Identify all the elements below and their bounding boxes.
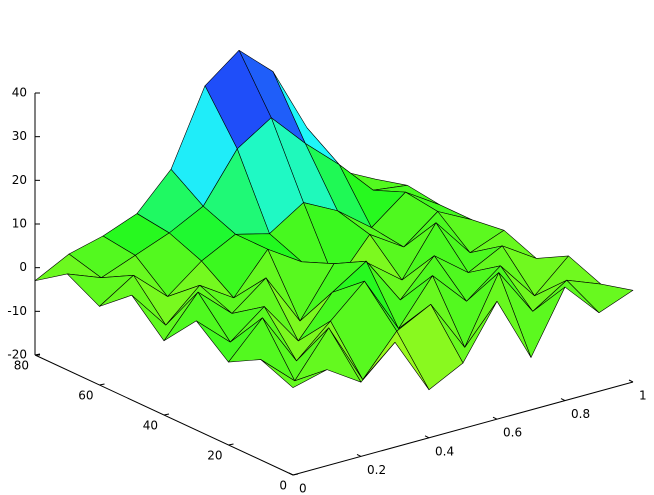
y-tick-label: 0 xyxy=(279,479,287,493)
y-tick xyxy=(163,413,170,416)
surface-patch xyxy=(566,279,634,314)
x-tick xyxy=(288,472,294,476)
z-tick-label: 10 xyxy=(12,217,27,231)
z-tick-label: 0 xyxy=(19,260,27,274)
z-tick-label: -10 xyxy=(7,304,27,318)
y-tick-label: 20 xyxy=(207,449,222,463)
z-tick-label: 20 xyxy=(12,173,27,187)
y-tick-label: 40 xyxy=(143,419,158,433)
x-tick-label: 1 xyxy=(639,389,647,403)
x-tick-label: 0.6 xyxy=(503,426,522,440)
x-tick-label: 0.8 xyxy=(571,407,590,421)
y-tick xyxy=(228,443,234,446)
x-tick xyxy=(424,435,430,439)
x-axis xyxy=(292,381,634,476)
x-tick xyxy=(356,453,362,457)
x-tick xyxy=(492,416,498,420)
z-tick-label: 30 xyxy=(12,129,27,143)
y-tick-label: 80 xyxy=(14,359,29,373)
x-tick xyxy=(628,379,634,383)
x-tick-label: 0.4 xyxy=(435,444,454,458)
x-tick xyxy=(560,398,566,402)
x-tick-label: 0.2 xyxy=(367,463,386,477)
y-tick xyxy=(99,383,105,386)
z-tick-label: 40 xyxy=(12,86,27,100)
y-tick-label: 60 xyxy=(78,389,93,403)
z-tick-label: -20 xyxy=(7,348,27,362)
surface xyxy=(34,49,634,391)
surface-patch xyxy=(260,359,328,388)
x-tick-label: 0 xyxy=(299,482,307,495)
y-tick xyxy=(292,473,299,476)
